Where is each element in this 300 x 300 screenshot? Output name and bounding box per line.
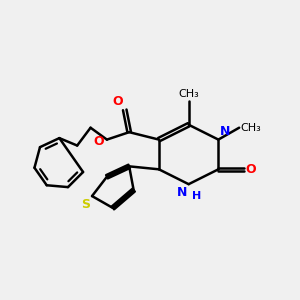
Text: H: H xyxy=(192,191,201,201)
Text: N: N xyxy=(177,186,187,199)
Text: N: N xyxy=(220,125,230,138)
Text: CH₃: CH₃ xyxy=(241,123,261,133)
Text: S: S xyxy=(82,198,91,211)
Text: CH₃: CH₃ xyxy=(178,88,199,99)
Text: O: O xyxy=(93,135,104,148)
Text: O: O xyxy=(245,163,256,176)
Text: O: O xyxy=(112,95,123,108)
